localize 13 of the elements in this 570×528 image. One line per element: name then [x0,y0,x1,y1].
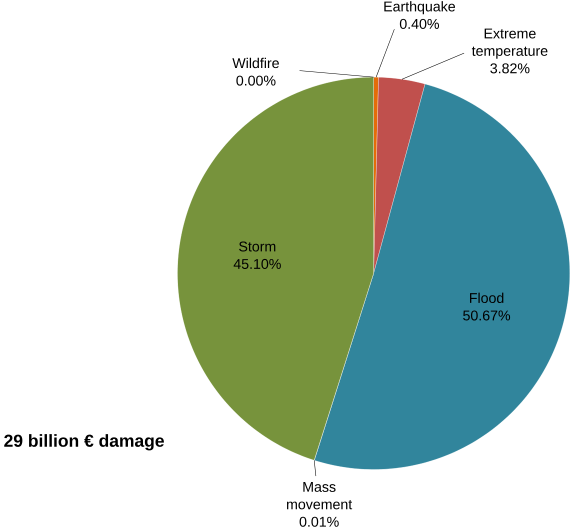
slice-label: Extreme temperature [472,28,548,59]
slice-label: Earthquake [384,1,456,14]
data-label: 45.10% [234,258,281,270]
data-label: 0.40% [400,18,440,29]
category-label: Wildfire [232,58,279,68]
data-label: 0.01% [300,516,339,527]
slice-label: Mass movement [287,482,352,510]
slice-label: Flood [470,292,504,304]
text: 29 billion € damage [4,434,164,450]
data-label: 50.67% [463,310,510,321]
data-label: 3.82% [490,63,530,74]
text: 0.00% [236,76,276,86]
slice-label: Storm [239,242,276,252]
